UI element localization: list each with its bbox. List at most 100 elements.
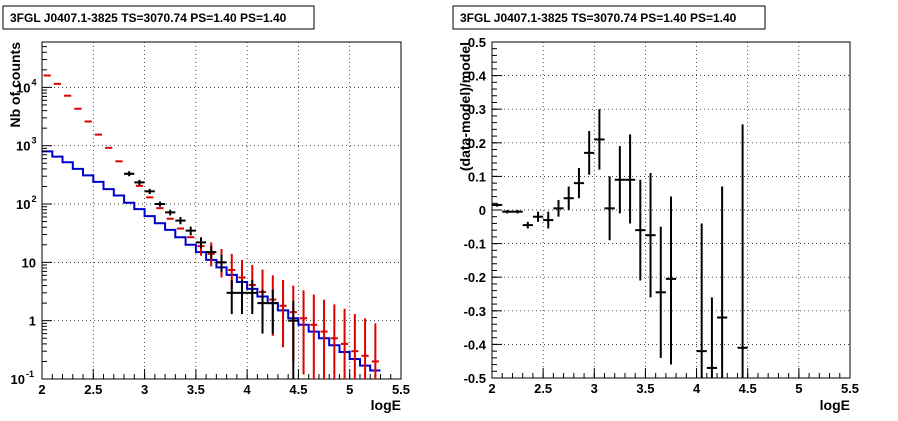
data-point (573, 168, 585, 199)
y-tick-label: -0.4 (464, 337, 487, 352)
x-axis-label: logE (371, 397, 401, 413)
model-point (299, 290, 308, 375)
data-point (553, 199, 564, 217)
data-point (206, 246, 217, 259)
x-tick-label: 4 (693, 381, 701, 396)
data-point (236, 279, 248, 315)
data-point (185, 226, 196, 236)
x-tick-label: 5 (795, 381, 802, 396)
data-point (288, 300, 299, 379)
data-point (512, 210, 523, 214)
data-point (706, 297, 718, 378)
x-tick-label: 3.5 (636, 381, 654, 396)
y-tick-label: 0.1 (468, 169, 486, 184)
x-tick-label: 4.5 (739, 381, 757, 396)
model-point (330, 304, 338, 379)
data-point (594, 109, 605, 170)
data-point (134, 179, 145, 185)
x-tick-label: 5.5 (841, 381, 859, 396)
data-point (614, 146, 625, 214)
model-point (371, 323, 379, 379)
y-tick-label: 0.5 (468, 35, 486, 50)
data-point (665, 196, 677, 365)
y-tick-exponent: -1 (26, 369, 34, 379)
x-tick-label: 2.5 (84, 382, 102, 397)
y-tick-label: 10 (16, 139, 30, 154)
data-point (492, 203, 503, 207)
y-tick-label: 10 (16, 80, 30, 95)
data-point (165, 209, 176, 216)
y-tick-label: 10 (16, 197, 30, 212)
data-point (267, 289, 278, 334)
y-tick-label: 0.2 (468, 136, 486, 151)
residual-panel: 2 2.5 3 3.5 4 4.5 5 5.5 -0.5 -0.4 -0.3 -0.2 -0.1 0 0.1… (452, 5, 859, 413)
y-tick-label: 1 (29, 314, 36, 329)
data-point (737, 124, 748, 378)
x-tick-label: 3 (141, 382, 148, 397)
model-point (340, 308, 349, 379)
chart-title: 3FGL J0407.1-3825 TS=3070.74 PS=1.40 PS=… (10, 11, 287, 25)
data-point (124, 171, 135, 177)
y-tick-exponent: 3 (32, 136, 37, 146)
x-tick-label: 3 (591, 381, 598, 396)
axes: 2 2.5 3 3.5 4 4.5 5 5.5 -0.5 -0.4 -0.3 -0.2 -0.1 0 0.1… (464, 35, 859, 396)
x-axis-label: logE (820, 397, 850, 413)
y-tick-label: -0.3 (464, 304, 486, 319)
data-point (655, 226, 666, 358)
x-tick-label: 2.5 (534, 381, 552, 396)
data-point (696, 223, 707, 378)
y-tick-label: -0.2 (464, 270, 486, 285)
y-tick-label: 10 (11, 372, 25, 387)
marks (492, 109, 748, 378)
data-point (645, 173, 656, 298)
title-box: 3FGL J0407.1-3825 TS=3070.74 PS=1.40 PS=… (2, 5, 315, 30)
data-point (216, 254, 227, 273)
plot-frame (41, 41, 402, 380)
data-point (247, 279, 258, 315)
grid (491, 41, 851, 379)
x-tick-label: 3.5 (187, 382, 205, 397)
model-point (320, 299, 328, 379)
data-point (584, 131, 595, 175)
data-point (624, 134, 636, 224)
title-box: 3FGL J0407.1-3825 TS=3070.74 PS=1.40 PS=… (452, 5, 766, 30)
x-tick-label: 5.5 (392, 382, 410, 397)
data-point (522, 221, 533, 229)
x-tick-label: 4.5 (289, 382, 307, 397)
data-point (717, 186, 728, 378)
data-point (604, 176, 615, 241)
data-point (257, 289, 268, 334)
data-point (195, 237, 207, 249)
y-tick-label: 0 (479, 203, 486, 218)
model-point (310, 294, 318, 379)
data-point (175, 216, 186, 225)
data-point (502, 210, 513, 214)
y-tick-label: 0.4 (468, 69, 487, 84)
model-point (279, 279, 287, 348)
y-axis-label: (data-model)/model (457, 42, 473, 171)
chart-title: 3FGL J0407.1-3825 TS=3070.74 PS=1.40 PS=… (460, 11, 737, 25)
x-tick-label: 4 (244, 382, 252, 397)
data-point (144, 188, 155, 195)
y-tick-label: 10 (22, 255, 36, 270)
y-tick-label: -0.5 (464, 371, 486, 386)
data-point (543, 211, 554, 229)
y-axis-label: Nb of counts (7, 42, 23, 128)
x-tick-label: 2 (38, 382, 45, 397)
y-tick-label: 0.3 (468, 102, 486, 117)
y-tick-exponent: 4 (32, 77, 37, 87)
y-tick-exponent: 2 (32, 194, 37, 204)
x-tick-label: 2 (488, 381, 495, 396)
model-point (361, 318, 369, 379)
data-point (532, 211, 544, 222)
data-point (635, 179, 646, 281)
marks (42, 74, 381, 379)
data-point (154, 201, 166, 207)
data-point (226, 279, 237, 315)
x-tick-label: 5 (346, 382, 353, 397)
y-tick-label: -0.1 (464, 237, 486, 252)
data-point (563, 186, 574, 210)
